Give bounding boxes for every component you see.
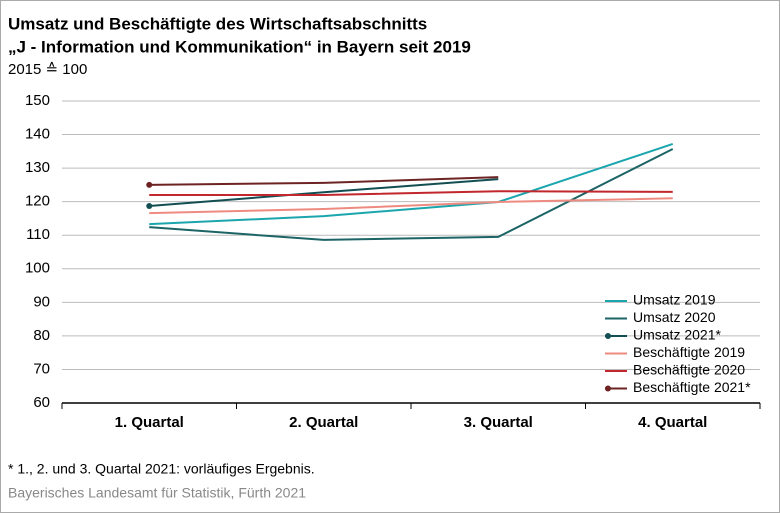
- x-tick-label: 1. Quartal: [115, 414, 184, 431]
- chart-title: „J - Information und Kommunikation“ in B…: [8, 37, 471, 56]
- x-tick-label: 3. Quartal: [464, 414, 533, 431]
- source: Bayerisches Landesamt für Statistik, Für…: [8, 485, 306, 501]
- legend-marker: [605, 385, 611, 392]
- marker: [146, 203, 153, 210]
- legend-label: Beschäftigte 2021*: [633, 379, 751, 395]
- y-tick-label: 70: [33, 360, 50, 377]
- chart-title: Umsatz und Beschäftigte des Wirtschaftsa…: [8, 14, 427, 33]
- marker: [146, 181, 153, 188]
- y-tick-label: 130: [25, 159, 50, 176]
- x-tick-label: 4. Quartal: [638, 414, 707, 431]
- y-tick-label: 110: [26, 226, 50, 243]
- subtitle: 2015 ≙ 100: [8, 61, 87, 78]
- legend-label: Umsatz 2019: [633, 292, 716, 308]
- x-tick-label: 2. Quartal: [289, 414, 358, 431]
- legend-label: Beschäftigte 2019: [633, 344, 745, 360]
- y-tick-label: 80: [33, 327, 50, 344]
- footnote: * 1., 2. und 3. Quartal 2021: vorläufige…: [8, 461, 315, 477]
- line: [149, 178, 499, 208]
- y-tick-label: 140: [25, 126, 50, 143]
- y-tick-label: 150: [25, 92, 50, 109]
- line: [149, 143, 674, 226]
- legend-marker: [605, 333, 611, 339]
- line: [149, 176, 499, 186]
- y-tick-label: 60: [33, 394, 50, 411]
- legend-label: Umsatz 2020: [633, 309, 716, 325]
- line: [149, 148, 674, 241]
- y-tick-label: 90: [33, 293, 50, 310]
- legend-label: Umsatz 2021*: [633, 327, 721, 343]
- legend-label: Beschäftigte 2020: [633, 362, 745, 378]
- y-tick-label: 100: [25, 260, 50, 277]
- line: [149, 190, 673, 196]
- line: [149, 197, 673, 215]
- y-tick-label: 120: [25, 193, 50, 210]
